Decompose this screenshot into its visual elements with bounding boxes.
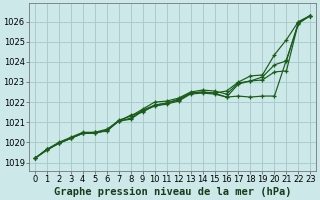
X-axis label: Graphe pression niveau de la mer (hPa): Graphe pression niveau de la mer (hPa) bbox=[54, 186, 291, 197]
